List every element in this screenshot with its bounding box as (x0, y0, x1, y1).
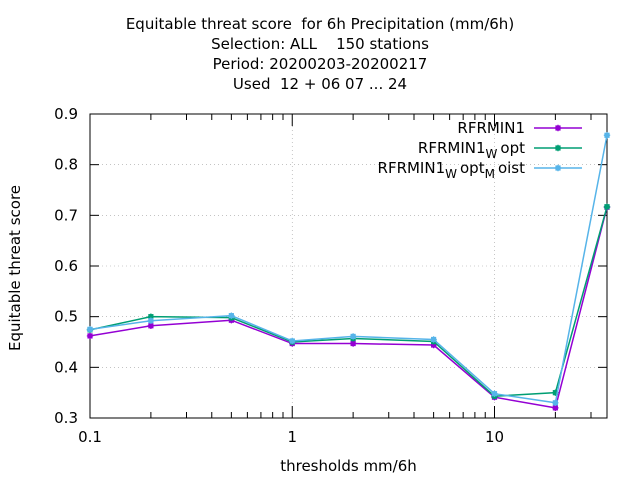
legend-label-subscript: W (486, 147, 498, 161)
legend-label-part: RFRMIN1 (457, 119, 525, 137)
data-point (148, 318, 154, 324)
x-tick-label: 10 (485, 428, 504, 446)
data-point (228, 313, 234, 319)
legend-label: RFRMIN1 (457, 119, 525, 137)
y-axis-label: Equitable threat score (6, 185, 24, 351)
legend-marker (555, 145, 561, 151)
series-line (89, 206, 608, 397)
chart-title: Equitable threat score for 6h Precipitat… (0, 14, 640, 94)
data-point (491, 391, 498, 397)
data-point (552, 390, 558, 396)
y-tick-label: 0.4 (54, 358, 78, 376)
legend-label-part: opt (460, 159, 485, 177)
data-point (552, 400, 558, 406)
data-point (87, 333, 93, 339)
data-point (350, 333, 356, 340)
y-tick-label: 0.5 (54, 308, 78, 326)
x-axis-label: thresholds mm/6h (280, 457, 417, 475)
legend-label-part: RFRMIN1 (378, 159, 446, 177)
y-tick-label: 0.3 (54, 409, 78, 427)
data-point (552, 405, 558, 411)
axis-ticks: 0.1 1 10 0.3 0.4 0.5 0.6 0.7 0.8 0.9 (54, 105, 607, 446)
data-point (604, 132, 610, 138)
data-point (431, 336, 437, 343)
legend-marker (555, 165, 561, 171)
legend-label-subscript: M (485, 167, 495, 181)
y-tick-label: 0.7 (54, 206, 78, 224)
legend-marker (555, 125, 561, 131)
x-tick-label: 1 (287, 428, 297, 446)
data-point (148, 314, 154, 320)
legend-label-part: RFRMIN1 (418, 139, 486, 157)
y-tick-label: 0.6 (54, 257, 78, 275)
legend-label-subscript: W (445, 167, 457, 181)
x-tick-label: 0.1 (78, 428, 102, 446)
legend-label: RFRMIN1W optM oist (378, 159, 526, 181)
data-point (148, 323, 154, 329)
data-point (350, 340, 356, 347)
legend-label-part: oist (498, 159, 525, 177)
legend-label-part: opt (500, 139, 525, 157)
series-group (86, 132, 611, 412)
plot-frame (89, 113, 608, 419)
y-tick-label: 0.9 (54, 105, 78, 123)
legend-label: RFRMIN1W opt (418, 139, 525, 161)
title-line-4: Used 12 + 06 07 ... 24 (232, 75, 408, 93)
y-tick-label: 0.8 (54, 156, 78, 174)
data-point (604, 204, 610, 210)
data-point (87, 326, 93, 332)
series-line (89, 207, 608, 409)
title-line-2: Selection: ALL 150 stations (211, 35, 429, 53)
series-line (89, 135, 608, 404)
title-line-1: Equitable threat score for 6h Precipitat… (125, 15, 515, 33)
title-line-3: Period: 20200203-20200217 (212, 55, 428, 73)
data-point (431, 342, 437, 348)
data-point (289, 338, 295, 344)
grid (90, 114, 607, 418)
